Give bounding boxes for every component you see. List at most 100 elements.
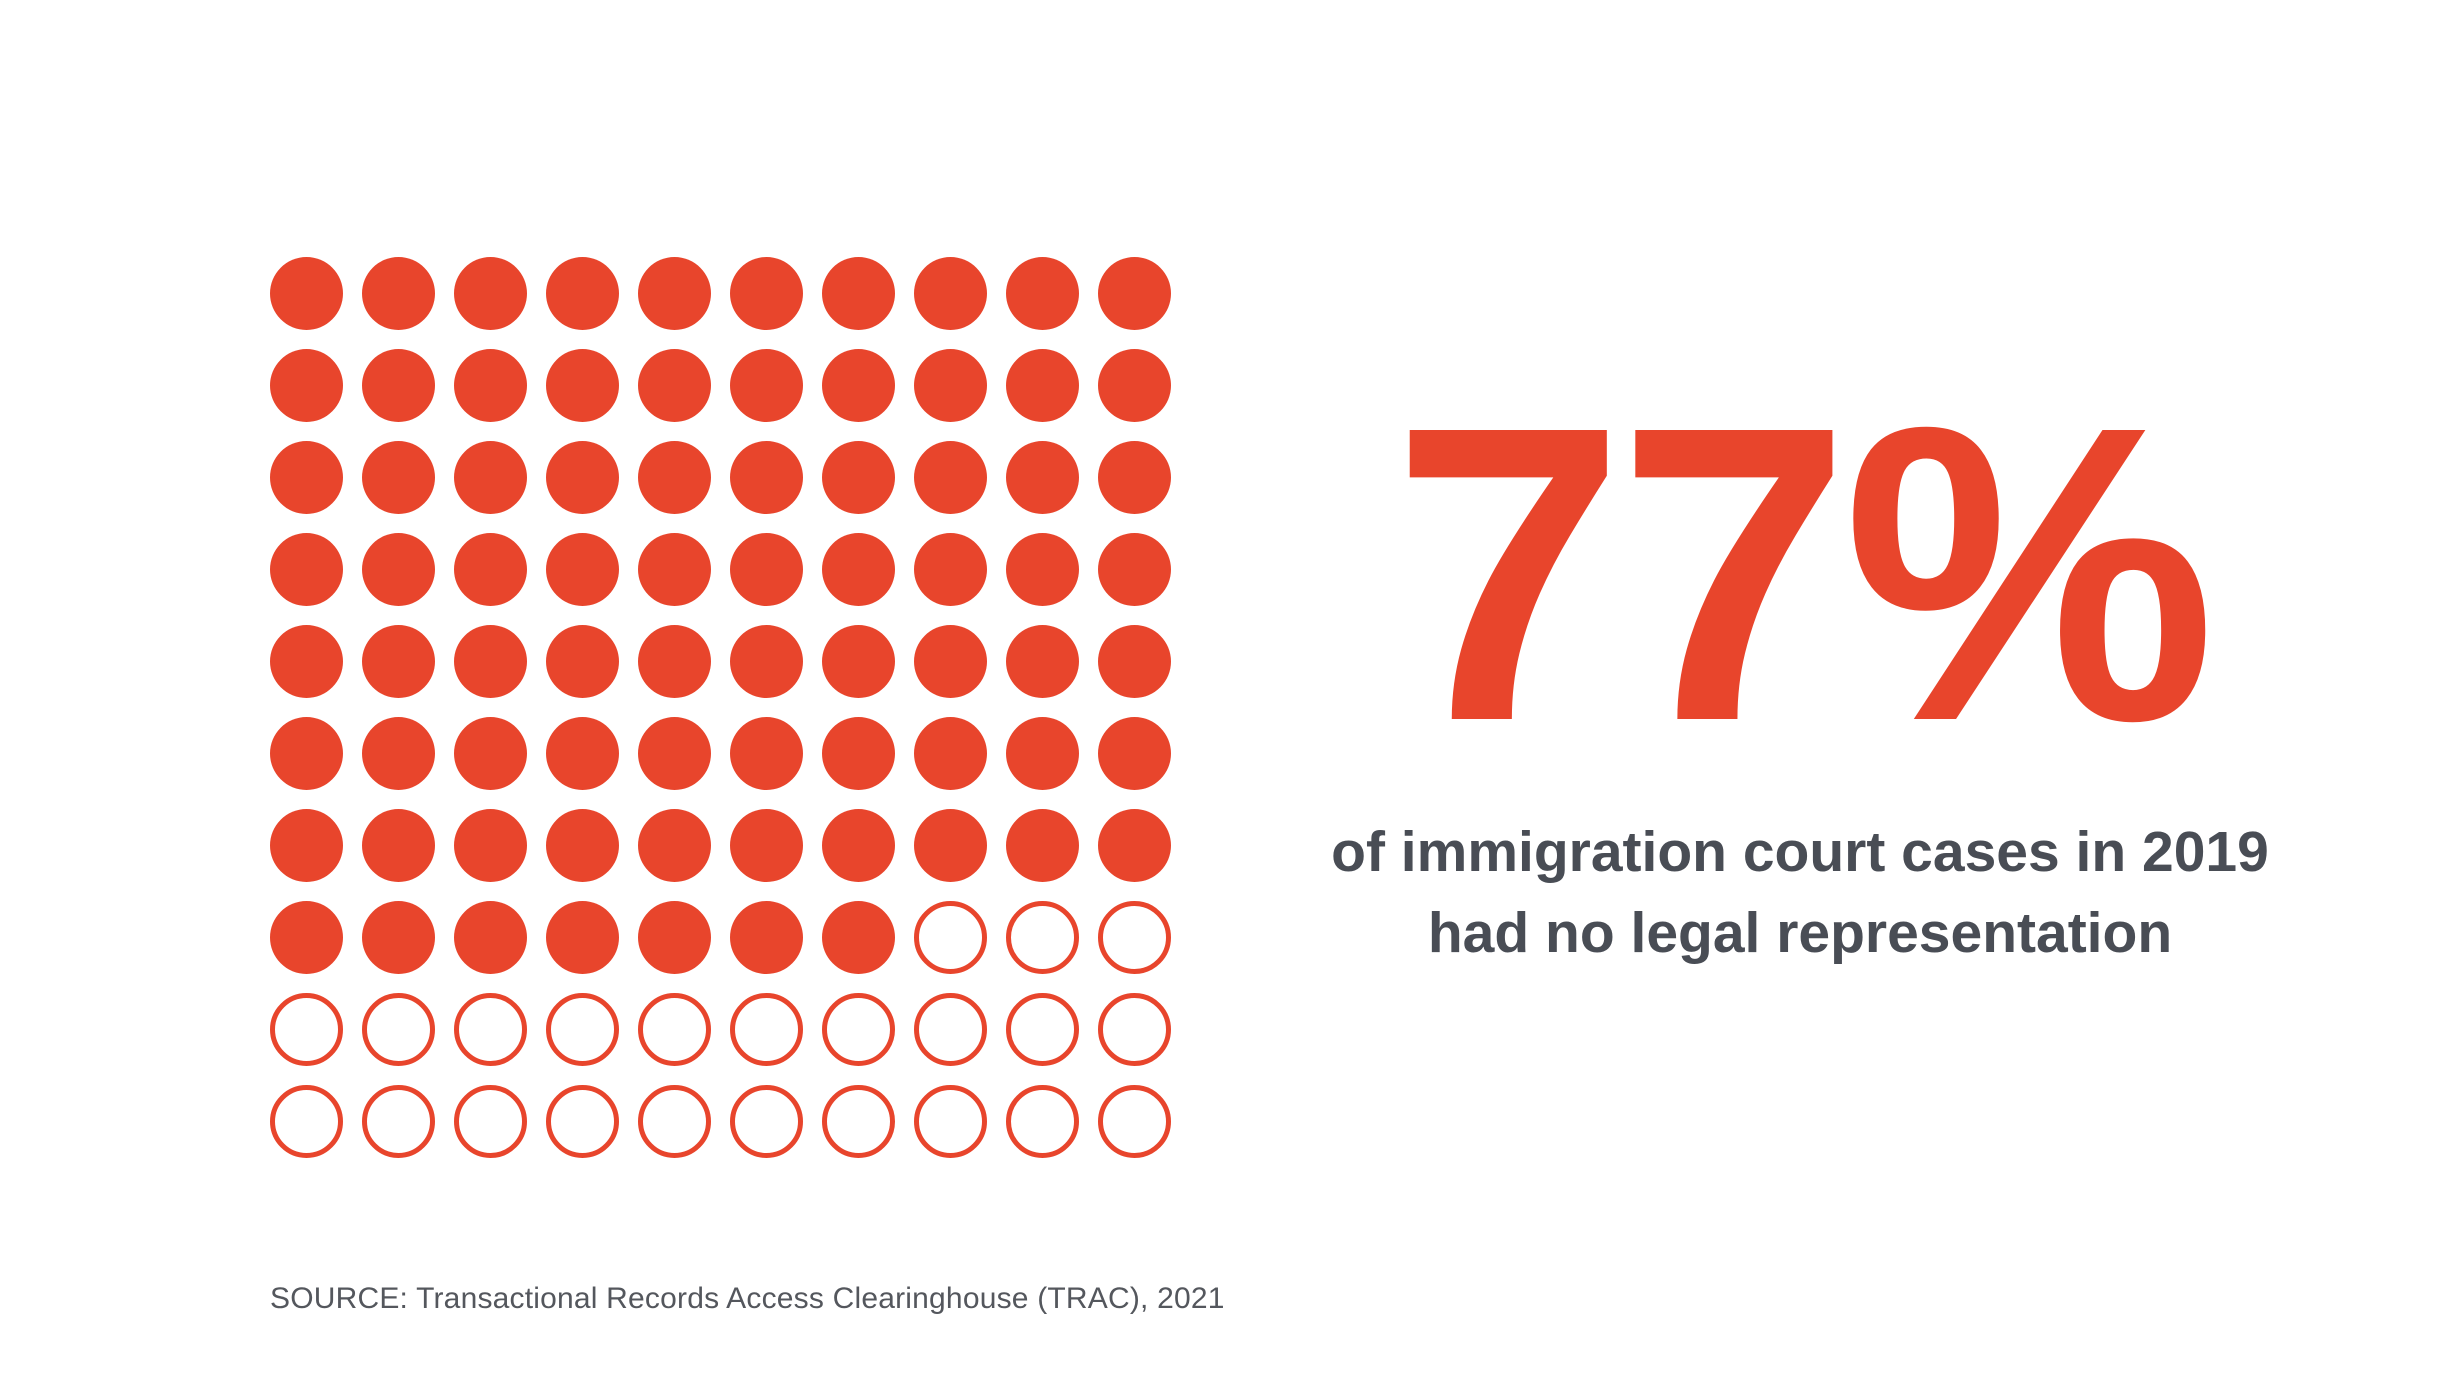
stat-block: 77% of immigration court cases in 2019 h… xyxy=(1150,340,2450,974)
waffle-unit-filled xyxy=(638,349,711,422)
waffle-unit-filled xyxy=(914,533,987,606)
waffle-unit-filled xyxy=(914,349,987,422)
waffle-unit-filled xyxy=(454,901,527,974)
waffle-unit-filled xyxy=(362,901,435,974)
waffle-unit-empty xyxy=(454,1085,527,1158)
waffle-unit-empty xyxy=(822,1085,895,1158)
waffle-unit-empty xyxy=(822,993,895,1066)
waffle-unit-filled xyxy=(822,901,895,974)
waffle-unit-filled xyxy=(1006,441,1079,514)
waffle-unit-filled xyxy=(546,901,619,974)
waffle-unit-filled xyxy=(638,901,711,974)
waffle-unit-filled xyxy=(454,809,527,882)
waffle-unit-empty xyxy=(546,1085,619,1158)
waffle-unit-filled xyxy=(914,717,987,790)
waffle-unit-filled xyxy=(914,809,987,882)
waffle-unit-empty xyxy=(270,1085,343,1158)
waffle-unit-empty xyxy=(914,993,987,1066)
stat-caption: of immigration court cases in 2019 had n… xyxy=(1150,812,2450,974)
waffle-unit-filled xyxy=(270,441,343,514)
waffle-unit-empty xyxy=(1006,993,1079,1066)
waffle-unit-filled xyxy=(270,901,343,974)
waffle-unit-filled xyxy=(1006,257,1079,330)
waffle-unit-filled xyxy=(270,717,343,790)
waffle-unit-filled xyxy=(454,257,527,330)
waffle-unit-filled xyxy=(1098,349,1171,422)
waffle-unit-filled xyxy=(546,349,619,422)
waffle-unit-filled xyxy=(822,809,895,882)
waffle-unit-filled xyxy=(638,257,711,330)
source-note: SOURCE: Transactional Records Access Cle… xyxy=(270,1282,1225,1315)
waffle-unit-filled xyxy=(822,441,895,514)
waffle-unit-empty xyxy=(1098,1085,1171,1158)
waffle-unit-filled xyxy=(362,717,435,790)
waffle-unit-empty xyxy=(730,993,803,1066)
stat-caption-line-2: had no legal representation xyxy=(1427,900,2173,965)
waffle-unit-filled xyxy=(730,533,803,606)
waffle-unit-filled xyxy=(546,625,619,698)
waffle-unit-filled xyxy=(730,349,803,422)
waffle-unit-filled xyxy=(1098,441,1171,514)
waffle-unit-filled xyxy=(822,533,895,606)
waffle-unit-filled xyxy=(546,441,619,514)
waffle-unit-filled xyxy=(638,809,711,882)
waffle-unit-empty xyxy=(914,1085,987,1158)
waffle-unit-filled xyxy=(454,717,527,790)
waffle-unit-filled xyxy=(638,717,711,790)
waffle-unit-filled xyxy=(914,441,987,514)
waffle-unit-empty xyxy=(362,1085,435,1158)
waffle-unit-filled xyxy=(822,625,895,698)
waffle-unit-filled xyxy=(1006,533,1079,606)
waffle-unit-filled xyxy=(1098,533,1171,606)
waffle-unit-filled xyxy=(730,901,803,974)
waffle-unit-filled xyxy=(730,441,803,514)
waffle-unit-filled xyxy=(362,533,435,606)
waffle-unit-filled xyxy=(1098,257,1171,330)
waffle-unit-empty xyxy=(638,993,711,1066)
waffle-unit-filled xyxy=(270,625,343,698)
waffle-unit-filled xyxy=(1006,717,1079,790)
waffle-unit-empty xyxy=(730,1085,803,1158)
waffle-unit-filled xyxy=(546,257,619,330)
waffle-unit-filled xyxy=(730,809,803,882)
waffle-unit-filled xyxy=(454,441,527,514)
waffle-unit-empty xyxy=(1098,901,1171,974)
waffle-unit-filled xyxy=(730,717,803,790)
waffle-unit-empty xyxy=(1006,901,1079,974)
waffle-unit-filled xyxy=(822,349,895,422)
waffle-unit-filled xyxy=(914,625,987,698)
waffle-unit-filled xyxy=(822,717,895,790)
stat-value: 77% xyxy=(1391,340,2217,809)
waffle-unit-filled xyxy=(454,625,527,698)
waffle-unit-empty xyxy=(362,993,435,1066)
waffle-unit-filled xyxy=(730,625,803,698)
waffle-unit-filled xyxy=(1006,809,1079,882)
waffle-unit-filled xyxy=(546,533,619,606)
waffle-unit-filled xyxy=(454,349,527,422)
waffle-unit-filled xyxy=(362,809,435,882)
waffle-unit-filled xyxy=(546,809,619,882)
waffle-unit-filled xyxy=(270,257,343,330)
waffle-unit-filled xyxy=(270,533,343,606)
waffle-unit-filled xyxy=(1098,717,1171,790)
waffle-unit-filled xyxy=(362,257,435,330)
waffle-unit-filled xyxy=(914,257,987,330)
stat-caption-line-1: of immigration court cases in 2019 xyxy=(1331,820,2269,884)
waffle-unit-filled xyxy=(1098,625,1171,698)
waffle-unit-filled xyxy=(362,625,435,698)
waffle-unit-filled xyxy=(362,441,435,514)
waffle-unit-filled xyxy=(638,441,711,514)
waffle-unit-empty xyxy=(1098,993,1171,1066)
waffle-unit-filled xyxy=(1098,809,1171,882)
waffle-unit-empty xyxy=(1006,1085,1079,1158)
waffle-unit-empty xyxy=(270,993,343,1066)
waffle-unit-filled xyxy=(730,257,803,330)
waffle-unit-filled xyxy=(638,533,711,606)
waffle-unit-filled xyxy=(454,533,527,606)
waffle-unit-empty xyxy=(546,993,619,1066)
waffle-unit-filled xyxy=(362,349,435,422)
waffle-unit-filled xyxy=(270,349,343,422)
waffle-chart xyxy=(270,257,1190,1177)
waffle-unit-filled xyxy=(638,625,711,698)
